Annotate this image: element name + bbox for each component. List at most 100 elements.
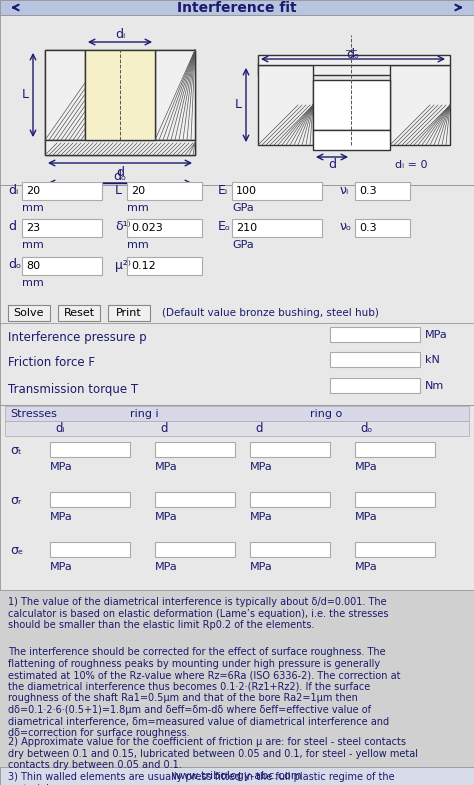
Text: d: d (116, 166, 124, 180)
Text: Reset: Reset (64, 308, 94, 318)
Text: δ¹⁾: δ¹⁾ (115, 221, 131, 233)
Text: MPa: MPa (250, 512, 273, 522)
Text: 3) Thin walled elements are usually press fitted in the full plastic regime of t: 3) Thin walled elements are usually pres… (8, 772, 395, 785)
Text: dᵢ: dᵢ (8, 184, 18, 196)
Bar (45, 50, 85, 140)
Text: d: d (160, 422, 167, 436)
Text: L: L (115, 184, 122, 196)
Text: mm: mm (22, 203, 44, 213)
Bar (0, 405, 474, 590)
Bar (355, 442, 435, 457)
Text: L: L (235, 98, 241, 111)
Text: dᵢ = 0: dᵢ = 0 (395, 160, 428, 170)
Bar (0, 15, 474, 185)
Text: MPa: MPa (355, 462, 378, 472)
Text: The interference should be corrected for the effect of surface roughness. The
fl: The interference should be corrected for… (8, 647, 401, 738)
Text: Nm: Nm (425, 381, 444, 391)
Bar (155, 442, 235, 457)
Text: ring i: ring i (130, 409, 159, 419)
Text: MPa: MPa (355, 512, 378, 522)
Text: dₒ: dₒ (360, 422, 372, 436)
Bar (313, 80, 390, 130)
Text: MPa: MPa (50, 562, 73, 572)
Text: Eₒ: Eₒ (218, 221, 231, 233)
Text: dₒ: dₒ (113, 170, 127, 184)
Bar (0, 0, 474, 15)
Text: d: d (328, 159, 336, 171)
Text: dᵢ: dᵢ (55, 422, 64, 436)
Text: dₒ: dₒ (346, 49, 360, 61)
Bar (8, 305, 50, 321)
Text: 20: 20 (131, 186, 145, 196)
Bar (22, 219, 102, 237)
Text: νᵢ: νᵢ (340, 184, 349, 196)
Bar (232, 219, 322, 237)
Text: σₜ: σₜ (10, 444, 22, 457)
Text: Solve: Solve (14, 308, 44, 318)
Bar (5, 421, 469, 436)
Text: 80: 80 (26, 261, 40, 271)
Text: MPa: MPa (155, 462, 178, 472)
Bar (50, 442, 130, 457)
Text: MPa: MPa (155, 512, 178, 522)
Text: MPa: MPa (250, 562, 273, 572)
Bar (250, 542, 330, 557)
Text: Stresses: Stresses (10, 409, 57, 419)
Text: (Default value bronze bushing, steel hub): (Default value bronze bushing, steel hub… (162, 308, 379, 318)
Text: kN: kN (425, 355, 440, 365)
Bar (127, 257, 202, 275)
Text: Transmission torque T: Transmission torque T (8, 382, 138, 396)
Bar (330, 378, 420, 393)
Bar (22, 257, 102, 275)
Text: L: L (21, 89, 28, 101)
Text: ring o: ring o (310, 409, 342, 419)
Bar (0, 185, 474, 325)
Text: MPa: MPa (155, 562, 178, 572)
Text: 0.3: 0.3 (359, 223, 377, 233)
Bar (58, 305, 100, 321)
Text: σₑ: σₑ (10, 543, 23, 557)
Bar (108, 305, 150, 321)
Bar (45, 140, 195, 155)
Bar (155, 492, 235, 507)
Text: μ²⁾: μ²⁾ (115, 258, 131, 272)
Text: Print: Print (116, 308, 142, 318)
Bar (258, 63, 448, 75)
Bar (232, 182, 322, 200)
Text: 100: 100 (236, 186, 257, 196)
Text: νₒ: νₒ (340, 221, 352, 233)
Text: MPa: MPa (425, 330, 448, 340)
Text: 1) The value of the diametrical interference is typically about δ/d=0.001. The
c: 1) The value of the diametrical interfer… (8, 597, 389, 630)
Text: mm: mm (22, 278, 44, 288)
Bar (127, 182, 202, 200)
Text: Friction force F: Friction force F (8, 356, 95, 370)
Text: 210: 210 (236, 223, 257, 233)
Text: 0.12: 0.12 (131, 261, 156, 271)
Bar (85, 50, 155, 140)
Bar (0, 323, 474, 405)
Text: MPa: MPa (50, 462, 73, 472)
Text: MPa: MPa (50, 512, 73, 522)
Bar (45, 50, 195, 155)
Bar (355, 492, 435, 507)
Text: GPa: GPa (232, 240, 254, 250)
Text: www.tribology-abc.com: www.tribology-abc.com (172, 771, 302, 781)
Text: 2) Approximate value for the coefficient of friction μ are: for steel - steel co: 2) Approximate value for the coefficient… (8, 737, 418, 770)
Bar (155, 50, 195, 140)
Text: dₒ: dₒ (8, 258, 21, 272)
Text: GPa: GPa (232, 203, 254, 213)
Bar (258, 55, 450, 65)
Bar (330, 327, 420, 342)
Bar (50, 542, 130, 557)
Bar (0, 767, 474, 785)
Bar (330, 352, 420, 367)
Text: d: d (255, 422, 263, 436)
Text: Interference fit: Interference fit (177, 1, 297, 14)
Text: 20: 20 (26, 186, 40, 196)
Text: 23: 23 (26, 223, 40, 233)
Bar (355, 219, 410, 237)
Text: MPa: MPa (250, 462, 273, 472)
Bar (155, 542, 235, 557)
Text: dᵢ: dᵢ (115, 27, 125, 41)
Text: d: d (8, 221, 16, 233)
